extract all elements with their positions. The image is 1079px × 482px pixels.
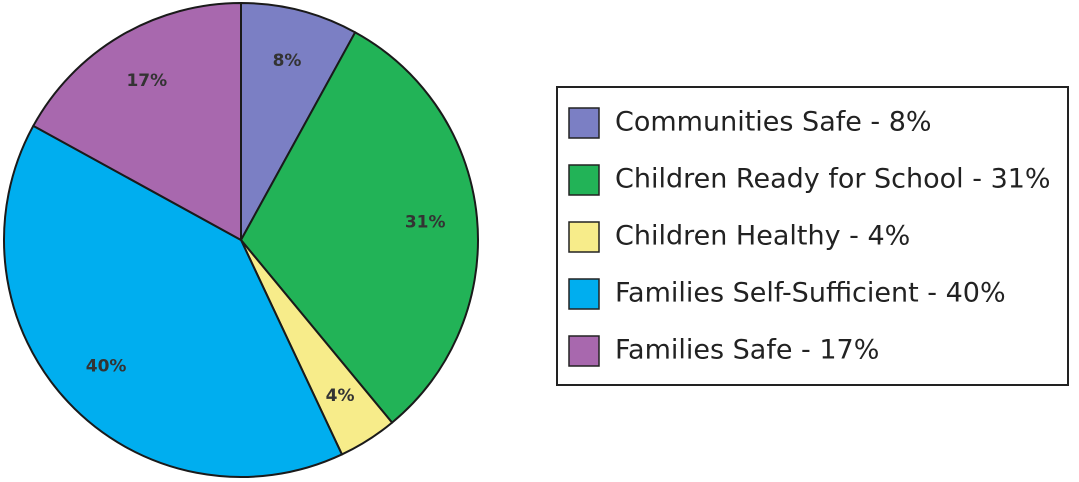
legend-label-children-healthy: Children Healthy - 4% <box>615 221 910 252</box>
pie-slices <box>3 2 479 478</box>
legend-swatch-children-healthy <box>568 221 600 253</box>
legend-label-children-ready-for-school: Children Ready for School - 31% <box>615 164 1051 195</box>
legend-swatch-families-safe <box>568 335 600 367</box>
pie-slice-children-ready-for-school <box>240 31 479 424</box>
legend: Communities Safe - 8% Children Ready for … <box>556 86 1069 386</box>
legend-label-families-safe: Families Safe - 17% <box>615 335 879 366</box>
legend-swatch-families-self-sufficient <box>568 278 600 310</box>
slice-label-families-safe: 17% <box>126 71 167 91</box>
slice-label-families-self-sufficient: 40% <box>86 357 127 377</box>
pie-slice-communities-safe <box>240 2 357 241</box>
slice-label-communities-safe: 8% <box>273 51 302 71</box>
pie-slice-families-self-sufficient <box>3 124 343 478</box>
legend-swatch-communities-safe <box>568 107 600 139</box>
slice-label-children-healthy: 4% <box>326 386 355 406</box>
legend-frame <box>556 86 1069 386</box>
pie-slice-families-safe <box>32 2 242 241</box>
pie-slice-labels: 8% 31% 4% 40% 17% <box>86 51 446 406</box>
legend-swatch-children-ready-for-school <box>568 164 600 196</box>
legend-label-families-self-sufficient: Families Self-Sufficient - 40% <box>615 278 1006 309</box>
legend-label-communities-safe: Communities Safe - 8% <box>615 107 932 138</box>
slice-label-children-ready-for-school: 31% <box>405 213 446 233</box>
